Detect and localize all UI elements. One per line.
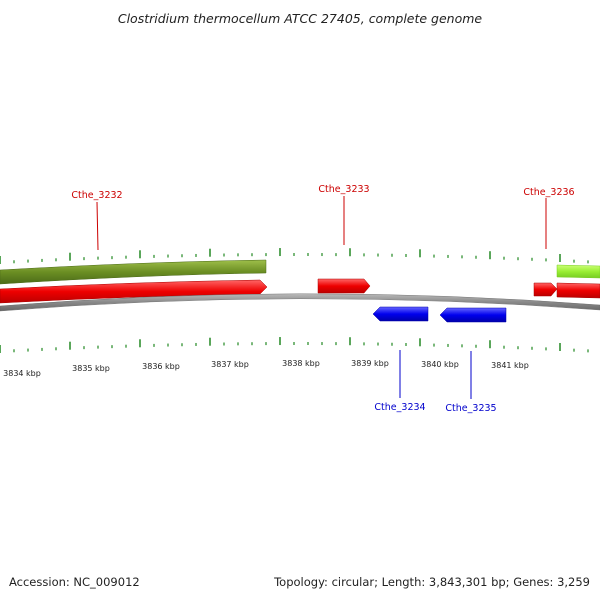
kbp-label-3839: 3839 kbp [351,359,389,368]
feature-lime-arc [556,264,600,279]
kbp-label-3837: 3837 kbp [211,360,249,369]
gene-arrow-cthe-3235[interactable] [439,307,507,323]
gene-label-cthe-3232[interactable]: Cthe_3232 [71,190,122,201]
gene-label-cthe-3235[interactable]: Cthe_3235 [445,403,496,414]
gene-arrow-cthe-3236[interactable] [533,282,558,297]
topology-text: Topology: circular; Length: 3,843,301 bp… [274,575,590,589]
kbp-label-3840: 3840 kbp [421,360,459,369]
genome-backbone [0,293,600,312]
tick-row-upper [0,248,589,264]
accession-text: Accession: NC_009012 [9,575,140,589]
leader-line-cthe-3232 [96,201,99,251]
kbp-label-3836: 3836 kbp [142,362,180,371]
gene-label-cthe-3234[interactable]: Cthe_3234 [374,402,425,413]
kbp-label-3841: 3841 kbp [491,361,529,370]
gene-label-cthe-3233[interactable]: Cthe_3233 [318,184,369,195]
kbp-label-3834: 3834 kbp [3,369,41,378]
feature-olive-arc [0,259,267,285]
gene-arrow-cthe-3234[interactable] [372,306,429,322]
gene-arrow-cthe-3233[interactable] [317,278,371,294]
gene-arrow-forward-right-edge[interactable] [556,282,600,299]
kbp-label-3838: 3838 kbp [282,359,320,368]
gene-label-cthe-3236[interactable]: Cthe_3236 [523,187,574,198]
kbp-label-3835: 3835 kbp [72,364,110,373]
genome-title: Clostridium thermocellum ATCC 27405, com… [117,11,483,26]
gene-arrow-cthe-3232[interactable] [0,279,268,304]
tick-row-lower [0,337,589,353]
